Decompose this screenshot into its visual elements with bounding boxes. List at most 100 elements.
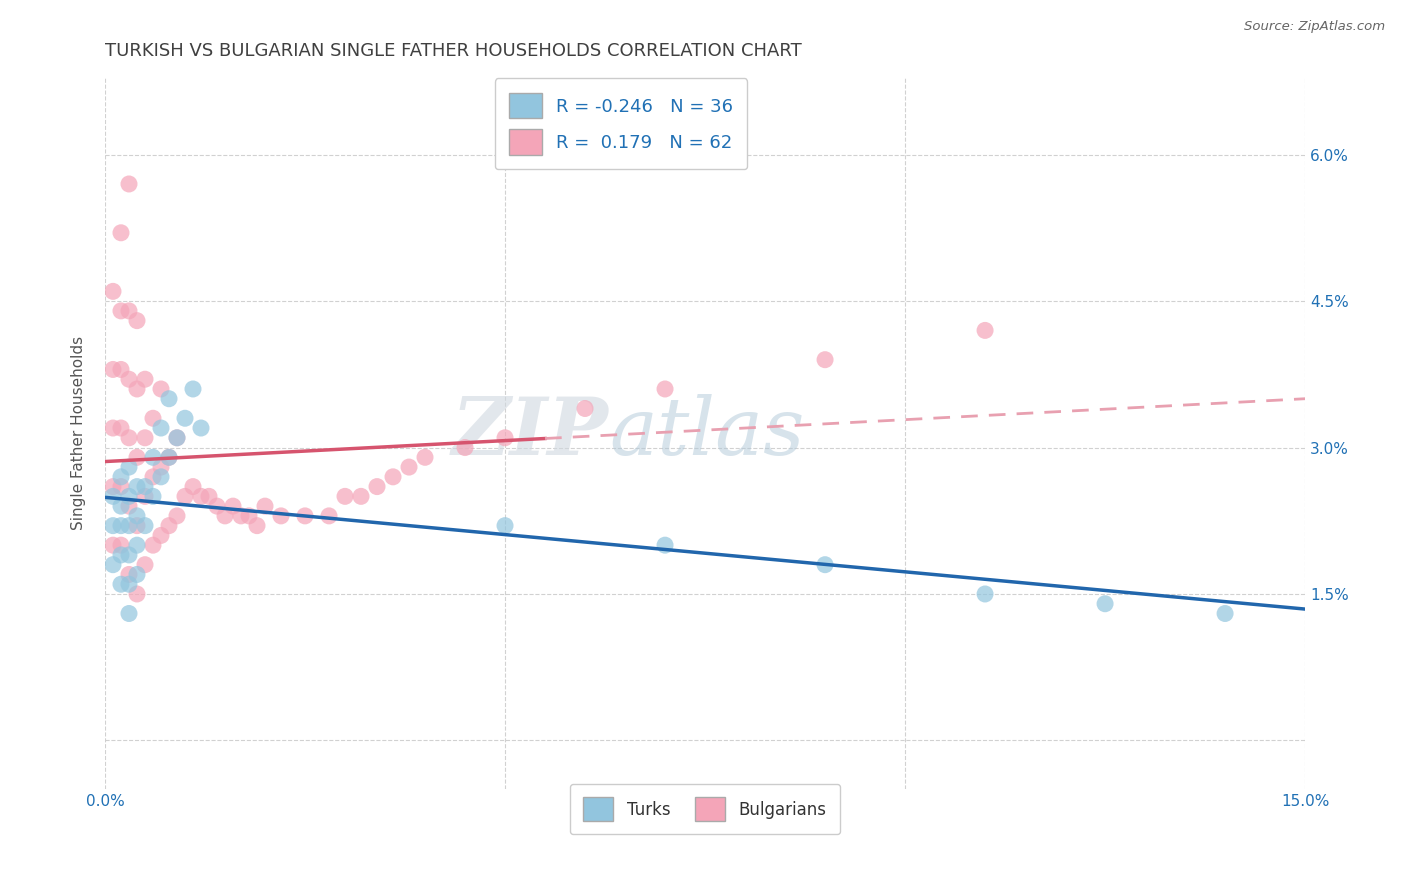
Point (157, 450, 180, 465)
Point (134, 489, 156, 503)
Point (125, 313, 148, 327)
Point (1094, 597, 1116, 611)
Point (654, 538, 676, 552)
Point (125, 587, 148, 601)
Point (125, 567, 148, 582)
Point (222, 499, 245, 513)
Point (142, 411, 165, 425)
Point (118, 304, 141, 318)
Point (118, 499, 141, 513)
Point (110, 226, 132, 240)
Point (101, 421, 124, 435)
Point (157, 392, 180, 406)
Point (125, 382, 148, 396)
Point (110, 577, 132, 591)
Point (118, 548, 141, 562)
Point (142, 489, 165, 503)
Point (142, 538, 165, 552)
Point (118, 567, 141, 582)
Point (125, 480, 148, 494)
Point (134, 558, 156, 572)
Point (181, 382, 204, 396)
Point (101, 362, 124, 376)
Point (214, 508, 236, 523)
Text: TURKISH VS BULGARIAN SINGLE FATHER HOUSEHOLDS CORRELATION CHART: TURKISH VS BULGARIAN SINGLE FATHER HOUSE… (105, 42, 801, 60)
Point (190, 489, 212, 503)
Point (125, 508, 148, 523)
Point (118, 177, 141, 191)
Point (814, 558, 837, 572)
Point (101, 480, 124, 494)
Point (229, 508, 252, 523)
Point (294, 508, 316, 523)
Point (333, 489, 356, 503)
Point (110, 470, 132, 484)
Point (110, 538, 132, 552)
Point (974, 587, 997, 601)
Point (814, 352, 837, 367)
Point (181, 480, 204, 494)
Point (142, 470, 165, 484)
Point (118, 372, 141, 386)
Point (142, 450, 165, 465)
Text: Source: ZipAtlas.com: Source: ZipAtlas.com (1244, 20, 1385, 33)
Point (174, 489, 197, 503)
Point (366, 480, 388, 494)
Point (382, 470, 405, 484)
Point (101, 518, 124, 533)
Point (150, 470, 173, 484)
Point (101, 489, 124, 503)
Text: atlas: atlas (609, 394, 804, 472)
Point (253, 499, 276, 513)
Point (110, 518, 132, 533)
Point (150, 528, 173, 542)
Point (166, 431, 188, 445)
Point (166, 431, 188, 445)
Point (125, 450, 148, 465)
Point (157, 450, 180, 465)
Point (454, 441, 477, 455)
Point (157, 518, 180, 533)
Point (150, 421, 173, 435)
Text: ZIP: ZIP (453, 394, 609, 472)
Point (134, 480, 156, 494)
Point (134, 518, 156, 533)
Point (974, 323, 997, 337)
Point (198, 489, 221, 503)
Y-axis label: Single Father Households: Single Father Households (72, 336, 86, 530)
Point (205, 499, 228, 513)
Point (270, 508, 292, 523)
Point (134, 372, 156, 386)
Point (118, 489, 141, 503)
Point (125, 518, 148, 533)
Point (413, 450, 436, 465)
Point (150, 382, 173, 396)
Point (318, 508, 340, 523)
Point (350, 489, 373, 503)
Point (118, 460, 141, 475)
Point (110, 421, 132, 435)
Point (574, 401, 596, 416)
Legend: Turks, Bulgarians: Turks, Bulgarians (569, 784, 839, 834)
Point (118, 518, 141, 533)
Point (494, 431, 516, 445)
Point (110, 548, 132, 562)
Point (654, 382, 676, 396)
Point (110, 304, 132, 318)
Point (150, 460, 173, 475)
Point (246, 518, 269, 533)
Point (125, 538, 148, 552)
Point (494, 518, 516, 533)
Point (398, 460, 420, 475)
Point (101, 285, 124, 299)
Point (134, 431, 156, 445)
Point (166, 508, 188, 523)
Point (101, 538, 124, 552)
Point (174, 411, 197, 425)
Point (238, 508, 260, 523)
Point (110, 499, 132, 513)
Point (110, 480, 132, 494)
Point (101, 558, 124, 572)
Point (110, 362, 132, 376)
Point (118, 431, 141, 445)
